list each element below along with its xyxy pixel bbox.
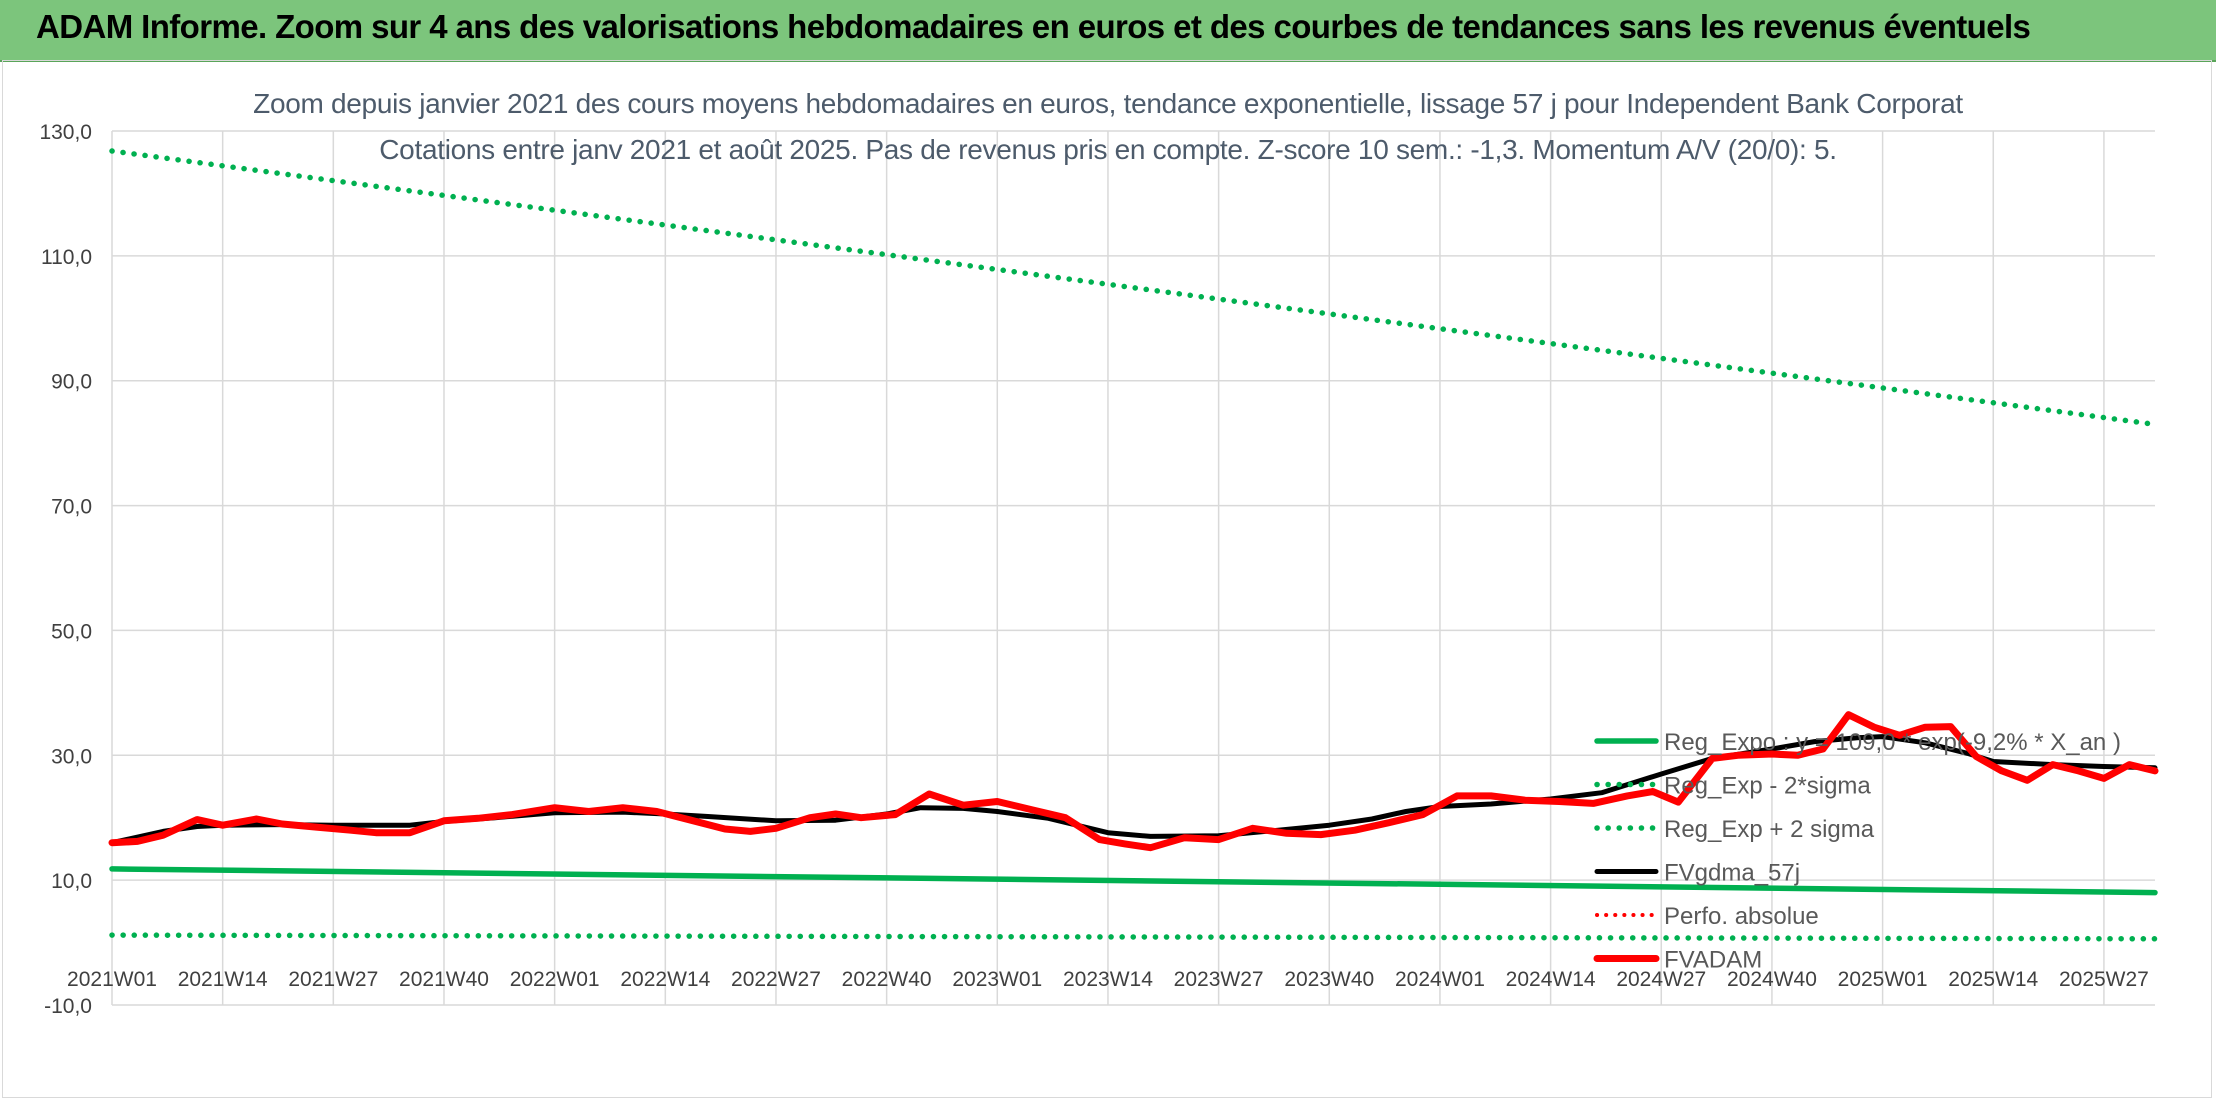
- x-tick-label: 2024W40: [1727, 968, 1817, 991]
- series-lines: [108, 148, 2159, 942]
- x-tick-label: 2021W40: [399, 968, 489, 991]
- x-tick-label: 2025W01: [1838, 968, 1928, 991]
- x-tick-label: 2022W27: [731, 968, 821, 991]
- reg-exp-minus-2sigma-line: [109, 932, 2158, 942]
- y-tick-label: -10,0: [44, 995, 92, 1018]
- y-tick-label: 70,0: [51, 496, 92, 519]
- x-tick-label: 2024W14: [1506, 968, 1596, 991]
- x-tick-label: 2021W27: [288, 968, 378, 991]
- y-tick-label: 110,0: [41, 246, 92, 269]
- banner-title: ADAM Informe. Zoom sur 4 ans des valoris…: [36, 8, 2031, 45]
- legend: Reg_Expo : y = 109,0 * exp(-9,2% * X_an …: [1593, 729, 2121, 974]
- x-tick-label: 2023W14: [1063, 968, 1153, 991]
- legend-fvadam-label: FVADAM: [1664, 947, 1762, 974]
- reg-expo-line: [109, 866, 2158, 896]
- y-tick-label: 30,0: [51, 745, 92, 768]
- x-tick-label: 2023W27: [1174, 968, 1264, 991]
- title-banner: ADAM Informe. Zoom sur 4 ans des valoris…: [0, 0, 2216, 62]
- x-tick-label: 2025W14: [1948, 968, 2038, 991]
- x-tick-label: 2025W27: [2059, 968, 2149, 991]
- legend-fvgdma-label: FVgdma_57j: [1664, 860, 1800, 887]
- x-tick-label: 2022W40: [842, 968, 932, 991]
- gridlines: [111, 130, 2155, 1006]
- chart-frame: [2, 60, 2212, 1098]
- legend-reg-expo-label: Reg_Expo : y = 109,0 * exp(-9,2% * X_an …: [1664, 729, 2121, 756]
- legend-reg-exp-minus-label: Reg_Exp - 2*sigma: [1664, 773, 1871, 800]
- x-tick-label: 2023W01: [952, 968, 1042, 991]
- x-tick-label: 2024W01: [1395, 968, 1485, 991]
- reg-exp-plus-2sigma-line: [109, 148, 2158, 428]
- y-tick-label: 130,0: [39, 121, 92, 144]
- legend-reg-exp-plus-label: Reg_Exp + 2 sigma: [1664, 816, 1875, 843]
- legend-perfo-absolue-label: Perfo. absolue: [1664, 903, 1819, 930]
- x-tick-label: 2022W01: [510, 968, 600, 991]
- chart-subtitle: Cotations entre janv 2021 et août 2025. …: [379, 134, 1837, 165]
- x-tick-label: 2024W27: [1616, 968, 1706, 991]
- y-tick-label: 50,0: [51, 620, 92, 643]
- chart-title: Zoom depuis janvier 2021 des cours moyen…: [253, 88, 1963, 119]
- x-tick-label: 2021W14: [178, 968, 268, 991]
- axes: -10,0 10,0 30,0 50,0 70,0 90,0 110,0 130,0 2021W…: [39, 121, 2148, 1018]
- y-tick-label: 10,0: [51, 870, 92, 893]
- x-tick-label: 2022W14: [620, 968, 710, 991]
- x-tick-label: 2021W01: [67, 968, 157, 991]
- x-tick-label: 2023W40: [1284, 968, 1374, 991]
- y-tick-label: 90,0: [51, 371, 92, 394]
- fvadam-line: [108, 711, 2159, 852]
